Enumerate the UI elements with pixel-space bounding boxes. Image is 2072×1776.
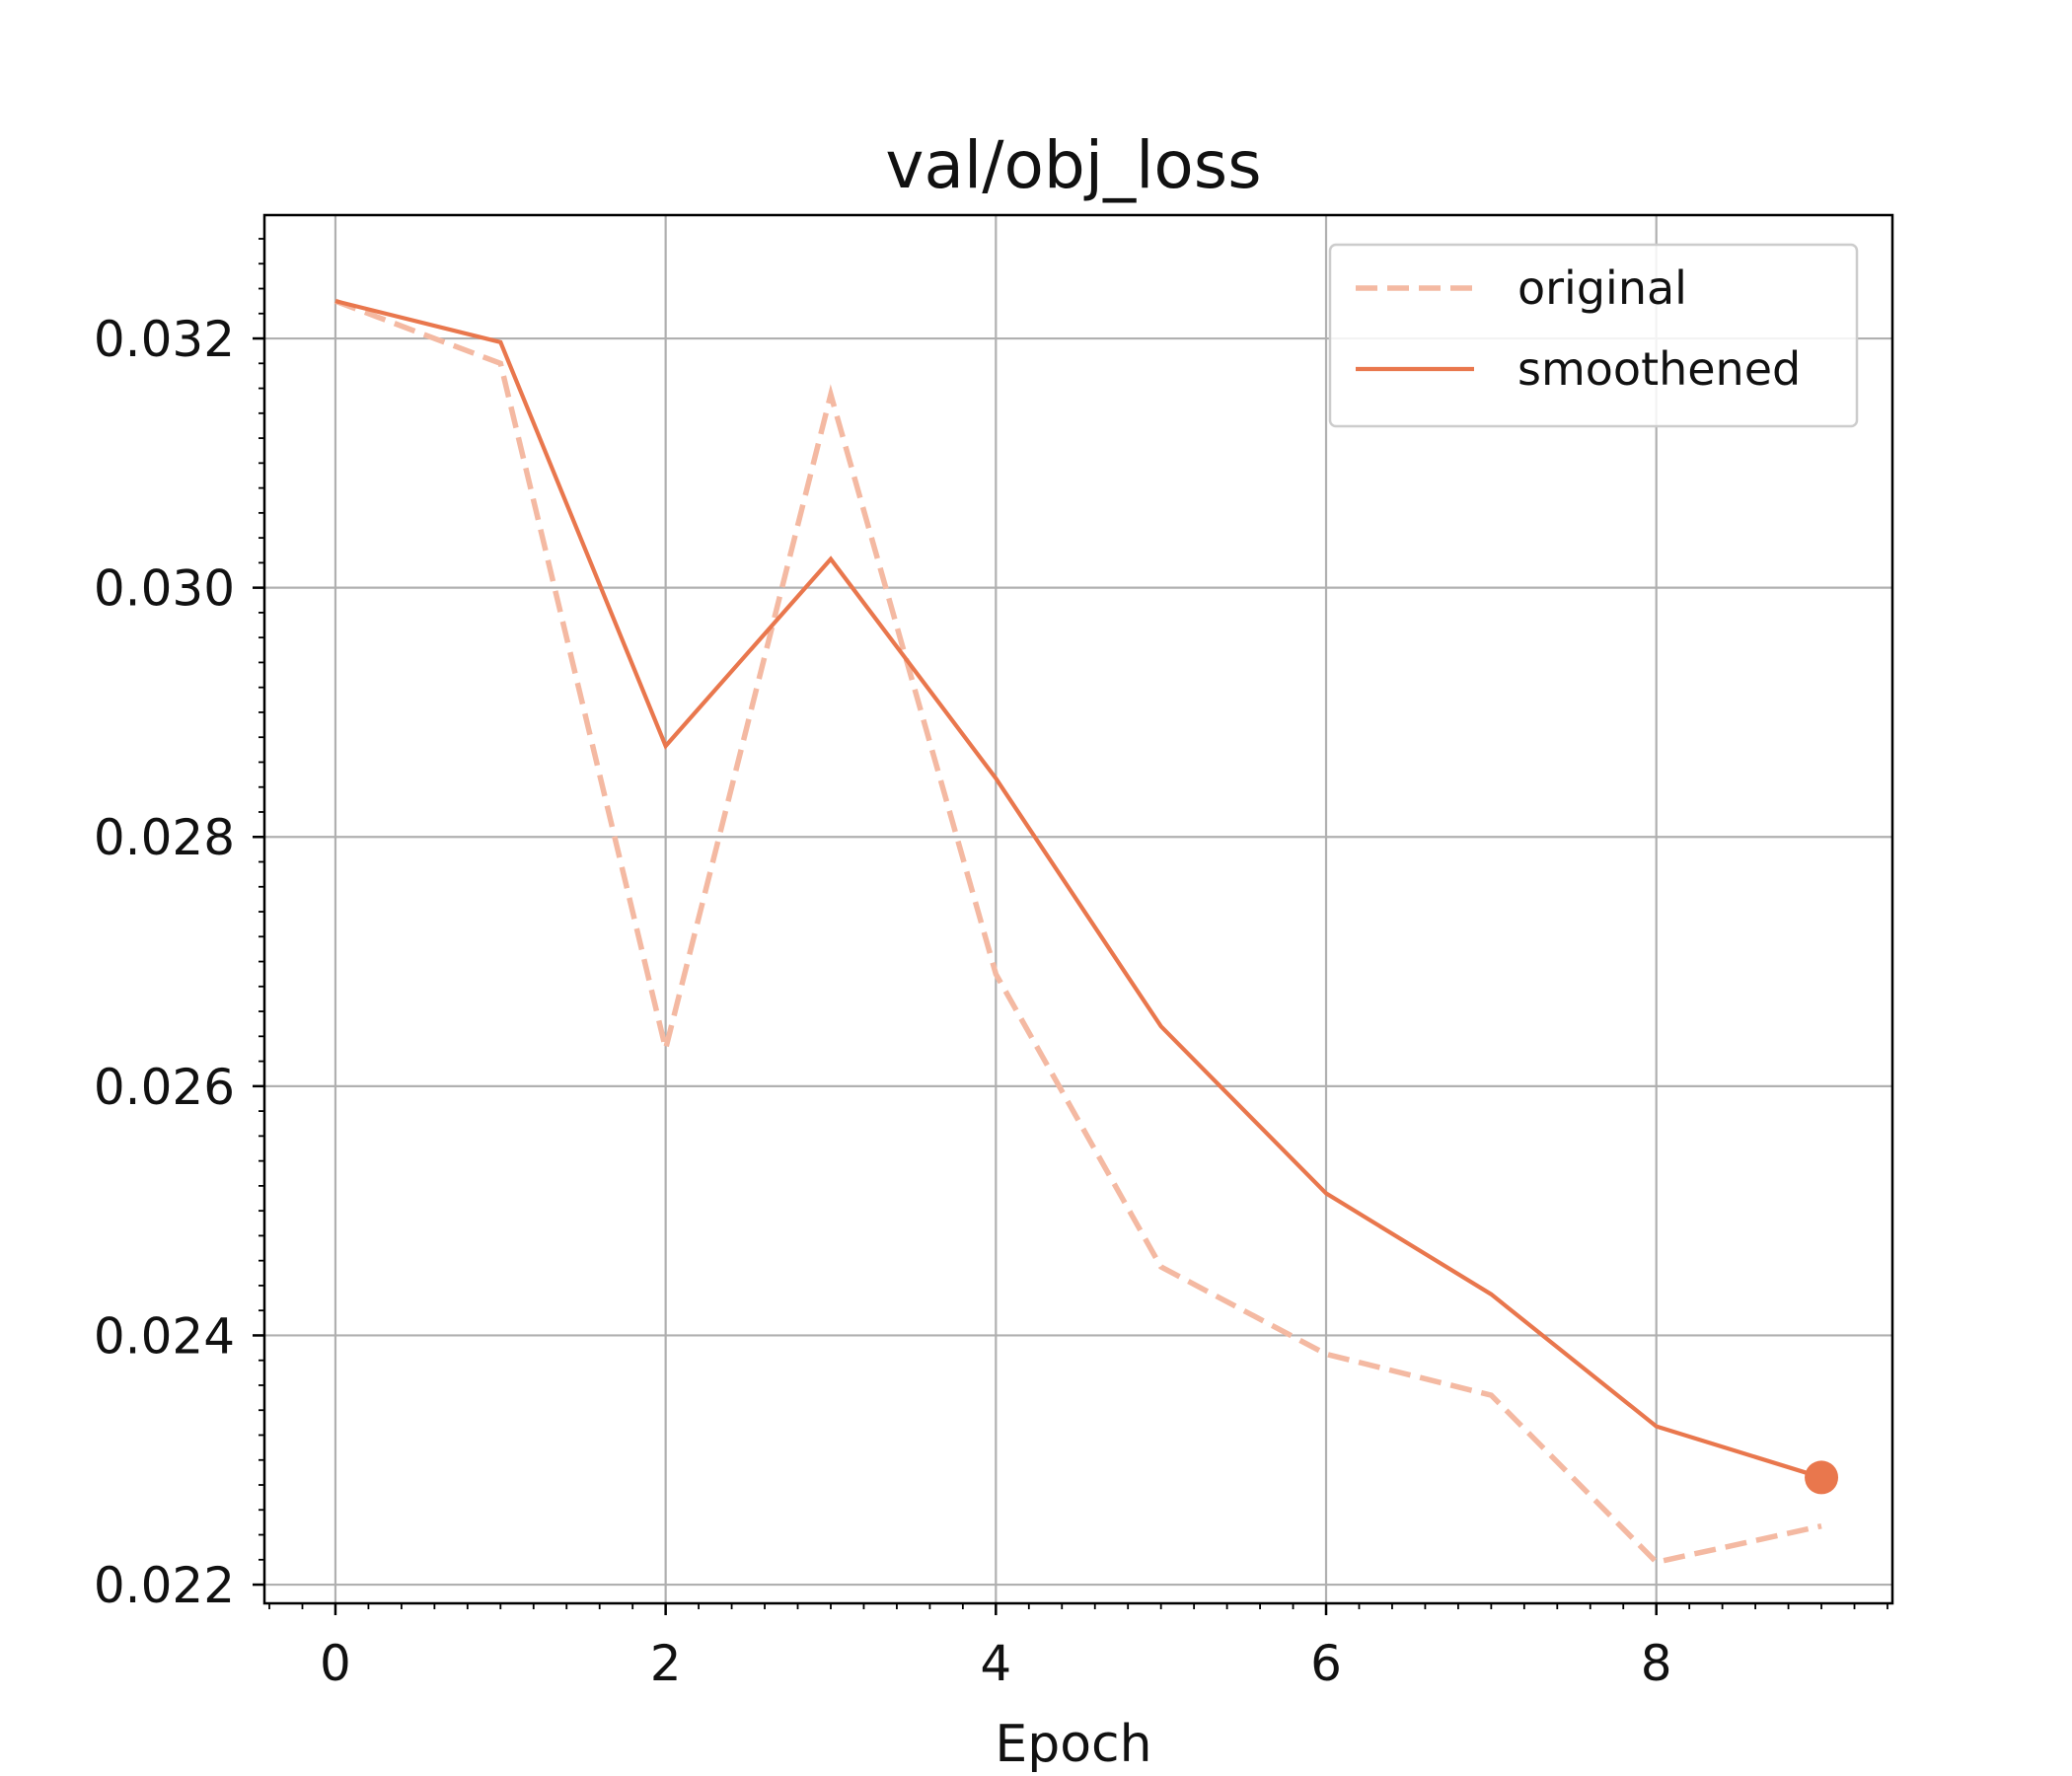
y-tick-label: 0.030 bbox=[94, 560, 235, 618]
y-tick-label: 0.026 bbox=[94, 1059, 235, 1116]
series-layer bbox=[333, 298, 1839, 1566]
end-marker bbox=[1805, 1460, 1839, 1495]
y-tick-label: 0.022 bbox=[94, 1557, 235, 1614]
x-tick-label: 6 bbox=[1310, 1635, 1342, 1692]
x-tick-label: 8 bbox=[1641, 1635, 1672, 1692]
plot-frame bbox=[262, 213, 1894, 1605]
series-line-original bbox=[333, 298, 1822, 1566]
y-tick-label: 0.032 bbox=[94, 311, 235, 368]
y-tick-labels: 0.022 0.024 0.026 0.028 0.030 0.032 bbox=[94, 311, 235, 1614]
y-tick-label: 0.024 bbox=[94, 1307, 235, 1365]
legend-label-original: original bbox=[1517, 261, 1687, 315]
series-line-smoothened bbox=[334, 299, 1822, 1480]
x-axis-label: Epoch bbox=[995, 1715, 1151, 1774]
x-tick-label: 0 bbox=[320, 1635, 351, 1692]
x-tick-label: 4 bbox=[980, 1635, 1011, 1692]
chart-title: val/obj_loss bbox=[885, 127, 1261, 203]
minor-ticks bbox=[259, 238, 1888, 1609]
grid bbox=[264, 215, 1892, 1603]
x-tick-label: 2 bbox=[650, 1635, 682, 1692]
y-tick-label: 0.028 bbox=[94, 809, 235, 866]
major-ticks bbox=[253, 336, 1658, 1615]
x-tick-labels: 0 2 4 6 8 bbox=[320, 1635, 1672, 1692]
legend-label-smoothened: smoothened bbox=[1517, 342, 1801, 396]
legend: original smoothened bbox=[1328, 243, 1859, 428]
